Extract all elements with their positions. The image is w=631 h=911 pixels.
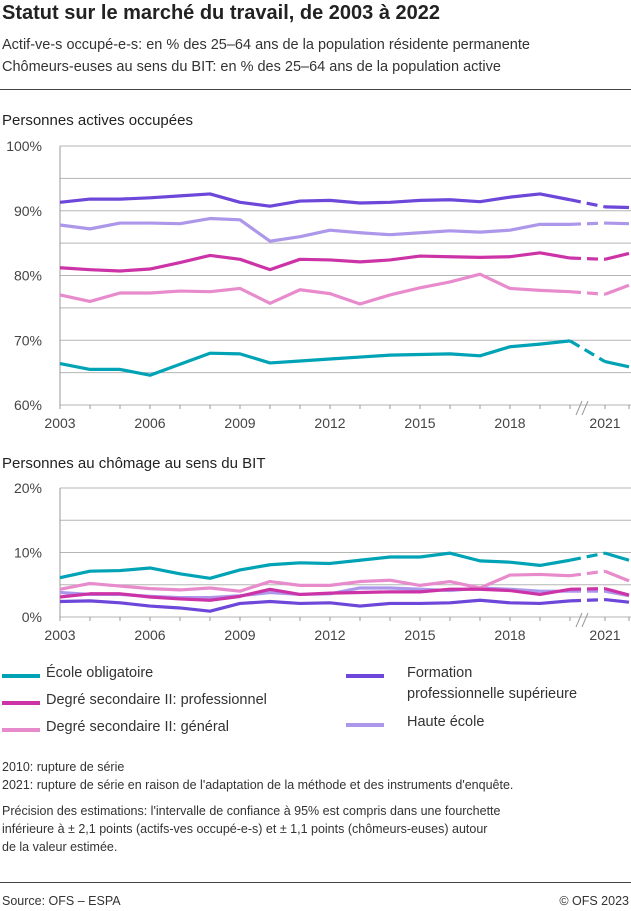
- copyright: © OFS 2023: [559, 894, 629, 908]
- y-tick-label: 70%: [14, 332, 42, 348]
- x-tick-label: 2015: [404, 627, 435, 643]
- series-line: [59, 216, 570, 243]
- y-tick-label: 60%: [14, 397, 42, 413]
- chart-unemployed: 0% 10% 20% 2003 2006 2009 2012 2015 2018 2021: [14, 480, 631, 643]
- series-line: [604, 251, 630, 261]
- x-tick-label: 2009: [224, 415, 255, 431]
- x-tick-label: 2006: [134, 415, 165, 431]
- legend-label: Degré secondaire II: professionnel: [46, 692, 267, 708]
- y-tick-label: 90%: [14, 203, 42, 219]
- chart-employed: 60% 70% 80% 90% 100% 2003 2006 2009 2012 2015 2018…: [6, 138, 631, 431]
- legend-swatch: [2, 728, 40, 732]
- chart2-title: Personnes au chômage au sens du BIT: [2, 455, 266, 472]
- series-line: [59, 192, 571, 208]
- x-tick-label: 2021: [589, 627, 620, 643]
- precision-note-2: inférieure à ± 2,1 points (actifs-ves oc…: [2, 822, 488, 836]
- y-tick-label: 100%: [6, 138, 42, 154]
- x-tick-label: 2012: [314, 415, 345, 431]
- x-tick-label: 2006: [134, 627, 165, 643]
- series-line: [604, 569, 630, 583]
- series-line: [59, 251, 571, 273]
- x-tick-label: 2018: [494, 627, 525, 643]
- series-line: [59, 572, 571, 593]
- x-tick-label: 2015: [404, 415, 435, 431]
- chart1-title: Personnes actives occupées: [2, 112, 193, 129]
- axis-break-icon: [575, 612, 589, 628]
- series-line: [604, 283, 630, 296]
- x-tick-label: 2021: [589, 415, 620, 431]
- legend-label: Haute école: [407, 714, 485, 730]
- legend-label: École obligatoire: [46, 665, 154, 681]
- series-line: [59, 551, 571, 580]
- legend-swatch: [2, 701, 40, 705]
- series-break-segment: [569, 256, 606, 261]
- series-line: [59, 587, 571, 602]
- series-line: [604, 360, 630, 369]
- series-line: [604, 221, 630, 226]
- footer-divider: [0, 882, 631, 883]
- series-line: [59, 272, 571, 306]
- precision-note-3: de la valeur estimée.: [2, 840, 118, 854]
- note-2021: 2021: rupture de série en raison de l'ad…: [2, 778, 514, 792]
- x-tick-label: 2009: [224, 627, 255, 643]
- series-line: [604, 551, 630, 562]
- legend-swatch: [346, 723, 384, 727]
- series-break-segment: [569, 198, 606, 209]
- y-tick-label: 10%: [14, 545, 42, 561]
- x-tick-label: 2018: [494, 415, 525, 431]
- series-line: [59, 339, 571, 377]
- series-line: [604, 597, 630, 604]
- subtitle-unemployed: Chômeurs-euses au sens du BIT: en % des …: [2, 59, 501, 75]
- source: Source: OFS – ESPA: [2, 894, 121, 908]
- precision-note-1: Précision des estimations: l'intervalle …: [2, 804, 501, 818]
- note-2010: 2010: rupture de série: [2, 760, 125, 774]
- series-break-segment: [569, 339, 606, 363]
- series-break-segment: [569, 290, 606, 296]
- y-tick-label: 80%: [14, 268, 42, 284]
- series-line: [604, 587, 630, 597]
- legend-swatch: [346, 674, 384, 678]
- axis-break-icon: [575, 400, 589, 416]
- series-break-segment: [569, 569, 606, 578]
- subtitle-employed: Actif-ve-s occupé-e-s: en % des 25–64 an…: [2, 37, 530, 53]
- x-tick-label: 2003: [44, 627, 75, 643]
- series-break-segment: [569, 221, 606, 226]
- series-line: [59, 598, 571, 613]
- y-tick-label: 20%: [14, 480, 42, 496]
- legend-label: Formation: [407, 665, 473, 681]
- y-tick-label: 0%: [22, 609, 42, 625]
- legend-label-line2: professionnelle supérieure: [407, 686, 578, 702]
- series-break-segment: [569, 587, 606, 591]
- legend-label: Degré secondaire II: général: [46, 719, 229, 735]
- x-tick-label: 2012: [314, 627, 345, 643]
- x-tick-label: 2003: [44, 415, 75, 431]
- series-break-segment: [569, 597, 606, 603]
- divider: [0, 89, 631, 90]
- series-line: [604, 205, 630, 210]
- series-break-segment: [569, 551, 606, 562]
- legend-swatch: [2, 674, 40, 678]
- chart-title: Statut sur le marché du travail, de 2003…: [2, 2, 440, 24]
